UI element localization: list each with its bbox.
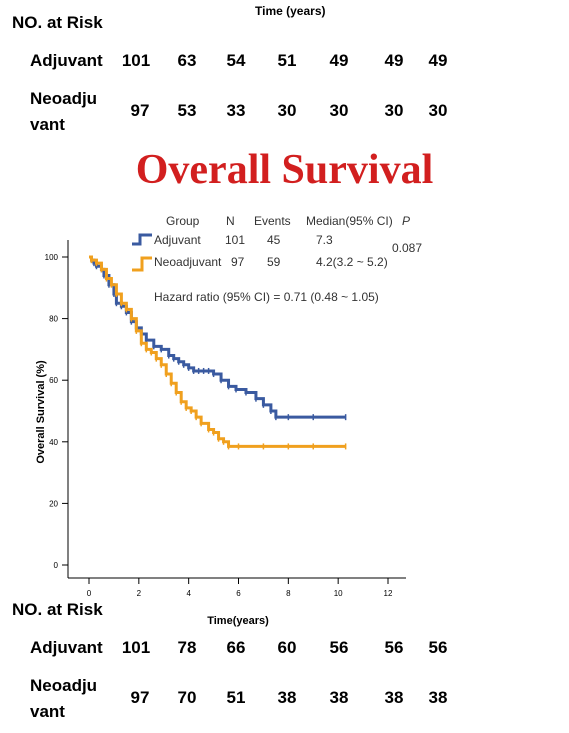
top-adj-v6: 49 [428,51,448,70]
bottom-row-label-adjuvant: Adjuvant [30,638,103,657]
bot-neo-v0: 97 [130,688,150,707]
legend-adjuvant-events: 45 [267,233,281,247]
series-line-adjuvant [89,255,346,419]
legend-header-n: N [226,214,235,228]
top-adj-v2: 54 [226,51,246,70]
y-axis-label: Overall Survival (%) [35,360,47,464]
y-tick-label-80: 80 [49,315,58,324]
x-tick-label-10: 10 [334,589,343,598]
legend-neoadjuvant-n: 97 [231,255,245,269]
bot-neo-v5: 38 [384,688,404,707]
top-adj-v1: 63 [177,51,197,70]
top-row-label-neoadjuvant-line1: Neoadju [30,89,98,108]
bot-neo-v6: 38 [428,688,448,707]
x-tick-label-8: 8 [286,589,291,598]
y-tick-label-0: 0 [54,561,59,570]
legend-p-value: 0.087 [392,241,422,255]
top-time-header: Time (years) [255,4,326,18]
bottom-risk-title: NO. at Risk [12,600,103,619]
top-neo-v3: 30 [277,101,297,120]
bot-adj-v2: 66 [226,638,246,657]
chart-series [89,255,347,450]
bot-neo-v2: 51 [226,688,246,707]
legend-adjuvant-group: Adjuvant [154,233,201,247]
legend-neoadjuvant-events: 59 [267,255,281,269]
top-neo-v0: 97 [130,101,150,120]
x-tick-label-6: 6 [236,589,241,598]
legend-swatch-adjuvant [132,233,152,246]
legend-adjuvant-median: 7.3 [316,233,333,247]
top-neo-v6: 30 [428,101,448,120]
bot-adj-v5: 56 [384,638,404,657]
legend-header-events: Events [254,214,291,228]
legend-header-group: Group [166,214,200,228]
top-adj-v3: 51 [277,51,297,70]
chart-main-title: Overall Survival [135,147,434,193]
y-tick-label-40: 40 [49,438,58,447]
series-line-neoadjuvant [89,255,346,448]
y-tick-label-60: 60 [49,376,58,385]
top-neo-v5: 30 [384,101,404,120]
legend-neoadjuvant-median: 4.2(3.2 ~ 5.2) [316,255,388,269]
bot-adj-v4: 56 [329,638,349,657]
survival-chart: 0 20 40 60 80 100 0 2 4 6 8 10 12 Time(years) Overall … [35,214,422,627]
top-adj-v0: 101 [121,51,151,70]
top-adj-v5: 49 [384,51,404,70]
x-tick-label-2: 2 [137,589,142,598]
x-tick-label-0: 0 [87,589,92,598]
top-neo-v4: 30 [329,101,349,120]
top-row-label-neoadjuvant-line2: vant [30,115,65,134]
legend-swatch-neoadjuvant [132,256,152,272]
chart-legend: Group N Events Median(95% CI) P Adjuvant… [132,214,422,304]
hazard-ratio-text: Hazard ratio (95% CI) = 0.71 (0.48 ~ 1.0… [154,290,379,304]
chart-axes: 0 20 40 60 80 100 0 2 4 6 8 10 12 Time(years) Overall … [35,240,406,627]
bot-neo-v3: 38 [277,688,297,707]
legend-header-p: P [402,214,410,228]
bottom-row-label-neoadjuvant-line1: Neoadju [30,676,98,695]
top-neo-v2: 33 [226,101,246,120]
top-row-label-adjuvant: Adjuvant [30,51,103,70]
bot-adj-v0: 101 [121,638,151,657]
legend-neoadjuvant-group: Neoadjuvant [154,255,222,269]
legend-adjuvant-n: 101 [225,233,245,247]
bot-neo-v1: 70 [177,688,197,707]
bot-adj-v1: 78 [177,638,197,657]
x-axis-label: Time(years) [207,615,269,627]
y-tick-label-20: 20 [49,499,58,508]
bot-adj-v3: 60 [277,638,297,657]
x-tick-label-4: 4 [186,589,191,598]
legend-header-median: Median(95% CI) [306,214,393,228]
x-tick-label-12: 12 [384,589,393,598]
bot-adj-v6: 56 [428,638,448,657]
top-neo-v1: 53 [177,101,197,120]
bot-neo-v4: 38 [329,688,349,707]
top-adj-v4: 49 [329,51,349,70]
bottom-row-label-neoadjuvant-line2: vant [30,702,65,721]
top-risk-title: NO. at Risk [12,13,103,32]
y-tick-label-100: 100 [45,253,59,262]
